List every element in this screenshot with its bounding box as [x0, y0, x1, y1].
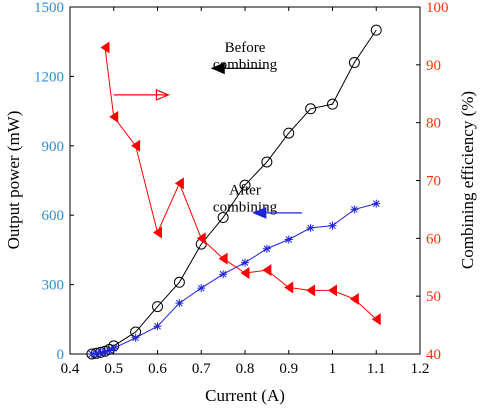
combining-efficiency-point: [131, 139, 141, 152]
before-combining-point: [261, 156, 273, 168]
combining-efficiency-point: [371, 313, 381, 326]
arrow-head: [252, 206, 267, 219]
after-combining-point: [306, 223, 315, 232]
after-combining-point: [175, 299, 184, 308]
before-combining-point: [239, 179, 251, 191]
combining-efficiency-point: [284, 281, 294, 294]
combining-efficiency-point: [262, 264, 272, 277]
after-combining-point: [350, 205, 359, 214]
y-right-axis-ticks: 40 50 60 70 80 90 100: [416, 0, 449, 363]
y-left-tick-label: 300: [42, 278, 65, 294]
after-combining-point: [153, 322, 162, 331]
y-right-axis-label: Combining efficiency (%): [458, 91, 477, 269]
after-combining-point: [92, 349, 101, 358]
y-left-tick-label: 1500: [34, 0, 64, 16]
after-combining-point: [101, 347, 109, 356]
x-tick-label: 0.6: [148, 361, 167, 377]
combining-efficiency-point: [306, 284, 316, 297]
y-right-tick-label: 80: [426, 116, 441, 132]
y-left-axis-label: Output power (mW): [4, 111, 23, 250]
after-combining-point: [109, 344, 118, 353]
series-layer: [86, 24, 382, 360]
x-tick-label: 0.7: [192, 361, 211, 377]
y-right-tick-label: 100: [426, 0, 449, 16]
arrow-head: [210, 62, 225, 75]
before-combining-point: [173, 276, 185, 288]
after-combining-point: [328, 221, 337, 230]
y-left-tick-label: 600: [42, 208, 65, 224]
before-combining-point: [305, 103, 317, 115]
y-right-tick-label: 90: [426, 58, 441, 74]
y-right-tick-label: 50: [426, 289, 441, 305]
after-combining-point: [284, 235, 293, 244]
annotation-text: Before: [225, 40, 266, 56]
y-left-tick-label: 0: [57, 347, 65, 363]
before-combining-point: [327, 98, 338, 110]
x-tick-label: 1: [329, 361, 337, 377]
arrow-head: [155, 89, 170, 101]
before-combining-point: [283, 127, 295, 139]
y-left-tick-label: 1200: [34, 69, 64, 85]
combining-efficiency-point: [153, 226, 162, 239]
y-left-tick-label: 900: [42, 139, 65, 155]
combining-efficiency-point: [100, 41, 110, 54]
y-left-axis-ticks: 0 300 600 900 1200 1500: [34, 0, 74, 363]
after-combining-point: [197, 284, 206, 293]
combining-efficiency-point: [109, 110, 119, 123]
after-combining-point: [372, 199, 381, 208]
after-combining-point: [219, 270, 228, 279]
y-right-tick-label: 60: [426, 231, 441, 247]
x-axis-label: Current (A): [205, 386, 285, 405]
after-combining-point: [96, 348, 105, 357]
annotation-text: combining: [213, 57, 278, 73]
x-tick-label: 1.2: [411, 361, 430, 377]
combining-efficiency-point: [240, 267, 250, 280]
x-tick-label: 0.9: [279, 361, 298, 377]
before-combining-point: [152, 301, 163, 313]
combining-efficiency-point: [196, 232, 206, 245]
x-tick-label: 0.4: [61, 361, 80, 377]
combining-efficiency-point: [328, 284, 337, 297]
y-right-tick-label: 40: [426, 347, 441, 363]
after-combining-point: [241, 258, 249, 267]
combining-efficiency-point: [174, 177, 184, 190]
after-combining-point: [87, 350, 96, 358]
after-combining-point: [105, 346, 114, 355]
x-tick-label: 1.1: [367, 361, 386, 377]
before-combining-point: [370, 24, 382, 36]
x-tick-label: 0.8: [236, 361, 255, 377]
before-combining-point: [217, 212, 229, 224]
x-tick-label: 0.5: [104, 361, 123, 377]
after-combining-point: [131, 333, 140, 342]
combining-efficiency-point: [218, 252, 228, 265]
combining-efficiency-point: [349, 293, 359, 306]
annotation-text: After: [229, 182, 261, 198]
x-axis-ticks: 0.4 0.5 0.6 0.7 0.8 0.9 1 1.1 1.2: [61, 7, 430, 377]
y-right-tick-label: 70: [426, 174, 441, 190]
before-combining-point: [348, 57, 360, 69]
after-combining-point: [262, 244, 271, 253]
